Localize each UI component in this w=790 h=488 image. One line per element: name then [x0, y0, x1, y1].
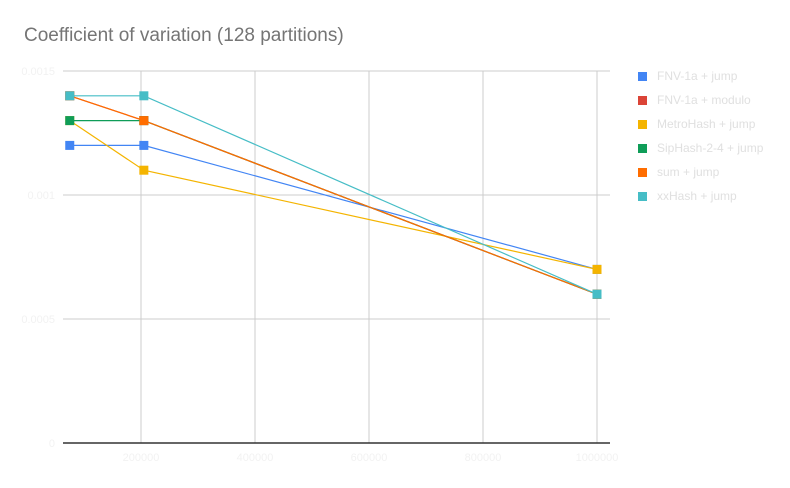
y-tick-label: 0: [49, 438, 55, 450]
legend-item[interactable]: FNV-1a + modulo: [638, 88, 763, 112]
legend-swatch: [638, 71, 647, 81]
series-line: [69, 144, 598, 270]
legend-swatch: [638, 191, 647, 201]
legend-swatch: [638, 95, 647, 105]
legend-label: FNV-1a + jump: [657, 69, 738, 83]
legend: FNV-1a + jump FNV-1a + modulo MetroHash + …: [638, 64, 763, 208]
legend-item[interactable]: xxHash + jump: [638, 184, 763, 208]
x-tick-label: 200000: [123, 452, 160, 464]
legend-item[interactable]: FNV-1a + jump: [638, 64, 763, 88]
x-tick-label: 1000000: [576, 452, 619, 464]
legend-swatch: [638, 119, 647, 129]
legend-label: MetroHash + jump: [657, 117, 756, 131]
data-point: [65, 91, 75, 101]
x-tick-label: 800000: [465, 452, 502, 464]
data-point: [139, 165, 149, 175]
y-tick-label: 0.001: [27, 190, 55, 202]
x-tick-label: 600000: [351, 452, 388, 464]
legend-item[interactable]: MetroHash + jump: [638, 112, 763, 136]
legend-label: SipHash-2-4 + jump: [657, 141, 764, 155]
data-point: [592, 264, 602, 274]
legend-item[interactable]: SipHash-2-4 + jump: [638, 136, 763, 160]
chart-title: Coefficient of variation (128 partitions…: [24, 25, 344, 46]
legend-label: xxHash + jump: [657, 189, 737, 203]
y-tick-label: 0.0005: [21, 314, 55, 326]
legend-label: FNV-1a + modulo: [657, 93, 751, 107]
data-point: [592, 289, 602, 299]
legend-item[interactable]: sum + jump: [638, 160, 763, 184]
legend-label: sum + jump: [657, 165, 720, 179]
legend-swatch: [638, 167, 647, 177]
y-tick-label: 0.0015: [21, 66, 55, 78]
x-tick-label: 400000: [237, 452, 274, 464]
data-point: [65, 140, 75, 150]
data-point: [139, 140, 149, 150]
legend-swatch: [638, 143, 647, 153]
data-point: [65, 116, 75, 126]
data-point: [139, 116, 149, 126]
data-point: [139, 91, 149, 101]
